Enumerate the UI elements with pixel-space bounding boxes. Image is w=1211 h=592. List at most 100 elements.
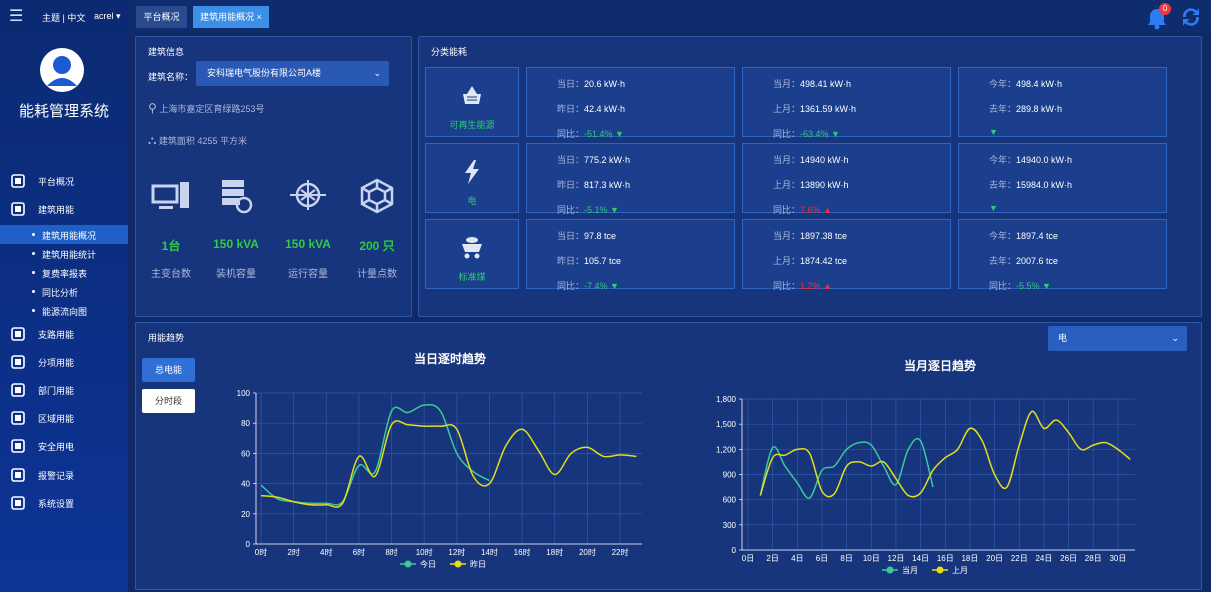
change-label: 同比： [989,281,1017,291]
category-name: 可再生能源 [449,120,495,130]
submenu-bullet [32,290,35,293]
cell-line: 上月：1361.59 kW·h [773,102,856,115]
cell-line: 当日：97.8 tce [557,229,616,242]
cell-value: 498.4 kW·h [1016,79,1063,89]
panel-title: 建筑信息 [148,47,185,57]
cell-value: 2007.6 tce [1016,256,1059,266]
notification-count: 0 [1159,3,1171,15]
menu-icon [11,327,25,341]
area-text: 建筑面积 4255 平方米 [158,136,247,146]
cell-change: 同比：-51.4% ▼ [557,127,624,140]
cell-value: 14940.0 kW·h [1016,155,1073,165]
submenu-item[interactable]: 能源流向图 [42,307,88,317]
change-value: -51.4% [584,129,613,139]
menu-toggle[interactable]: ☰ [9,8,24,25]
cell-value: 20.6 kW·h [584,79,626,89]
menu-icon [11,202,25,216]
tab-active[interactable]: 建筑用能概况 × [193,6,269,28]
cell-change: 同比：-63.4% ▼ [773,127,840,140]
submenu-bullet [32,233,35,236]
change-label: 同比： [557,205,585,215]
theme-language[interactable]: 主题 | 中文 [42,13,86,23]
category-cell: 今年：14940.0 kW·h 去年：15984.0 kW·h ▼ [958,143,1167,213]
cell-line: 上月：13890 kW·h [773,178,849,191]
category-cell: 当月：14940 kW·h 上月：13890 kW·h 同比：7.6% ▲ [742,143,951,216]
change-arrow: ▼ [612,129,624,139]
menu-icon [11,468,25,482]
user[interactable]: acrel ▾ [94,11,121,21]
category-icon [463,86,481,104]
stat-label: 主变台数 [151,269,191,280]
area: ⛬ 建筑面积 4255 平方米 [148,133,247,147]
category-cell: 今年：498.4 kW·h 去年：289.8 kW·h ▼ [958,67,1167,137]
cell-change: ▼ [989,203,998,213]
tab[interactable]: 平台概况 [136,6,187,28]
category-cell: 今年：1897.4 tce 去年：2007.6 tce 同比：-5.5% ▼ [958,219,1167,292]
submenu-item[interactable]: 建筑用能统计 [42,250,97,260]
submenu-bullet [32,271,35,274]
stat-label: 运行容量 [288,269,328,280]
cell-line: 去年：2007.6 tce [989,254,1058,267]
submenu-item[interactable]: 同比分析 [42,288,79,298]
category-cell: 当月：1897.38 tce 上月：1874.42 tce 同比：1.2% ▲ [742,219,951,291]
cell-change: 同比：-5.5% ▼ [989,279,1051,292]
stat-icon [151,182,189,209]
cell-value: 1897.38 tce [800,231,848,241]
menu-item[interactable]: 安全用电 [38,442,75,452]
cell-label: 今年： [989,79,1017,89]
submenu-bullet [32,309,35,312]
menu-icon [11,411,25,425]
cell-value: 775.2 kW·h [584,155,631,165]
building-name: 安科瑞电气股份有限公司A楼 [207,68,322,78]
cell-value: 42.4 kW·h [584,104,626,114]
cell-change: 同比：7.6% ▲ [773,203,832,216]
cell-change: ▼ [989,127,998,137]
menu-item[interactable]: 报警记录 [38,471,75,481]
menu-item[interactable]: 支路用能 [38,330,75,340]
category-icon-box: 标准煤 [425,219,519,289]
button-total[interactable]: 总电能 [142,358,195,382]
refresh[interactable] [1180,6,1202,28]
category-energy-panel: 分类能耗 可再生能源 当日：20.6 kW·h 昨日：42.4 kW·h 同比：-51… [418,36,1202,317]
cell-change: 同比：-7.4% ▼ [557,279,619,292]
stat-value: 150 kVA [213,237,259,251]
cell-label: 当月： [773,231,801,241]
category-icon-box: 电 [425,143,519,213]
cell-line: 今年：498.4 kW·h [989,77,1062,90]
energy-select[interactable]: 电 ⌄ [1048,326,1187,351]
building-name-label: 建筑名称： [148,72,194,82]
change-value: -7.4% [584,281,608,291]
topbar [128,0,1211,31]
stat-icon [222,180,253,214]
avatar [40,48,84,92]
cell-value: 817.3 kW·h [584,180,631,190]
change-arrow: ▼ [1039,281,1051,291]
change-arrow: ▲ [820,205,832,215]
menu-item[interactable]: 分项用能 [38,358,75,368]
change-arrow: ▼ [989,127,998,137]
cell-value: 97.8 tce [584,231,617,241]
cell-label: 当日： [557,155,585,165]
change-label: 同比： [773,281,801,291]
cell-label: 去年： [989,256,1017,266]
submenu-item[interactable]: 建筑用能概况 [42,231,97,241]
panel-title: 分类能耗 [431,47,468,57]
submenu-item[interactable]: 复费率报表 [42,269,88,279]
menu-item[interactable]: 区域用能 [38,414,75,424]
change-label: 同比： [773,205,801,215]
change-arrow: ▲ [820,281,832,291]
menu-item[interactable]: 建筑用能 [38,205,75,215]
cell-label: 去年： [989,180,1017,190]
building-select[interactable]: 安科瑞电气股份有限公司A楼 ⌄ [196,61,389,86]
tab-label: 建筑用能概况 [200,12,255,22]
button-period[interactable]: 分时段 [142,389,195,413]
menu-item[interactable]: 部门用能 [38,386,75,396]
menu-icon [11,383,25,397]
panel-title: 用能趋势 [148,333,185,343]
cell-line: 当月：1897.38 tce [773,229,847,242]
category-name: 标准煤 [458,272,486,282]
address: ⚲ 上海市嘉定区育绿路253号 [148,101,265,115]
menu-item[interactable]: 系统设置 [38,499,75,509]
menu-item[interactable]: 平台概况 [38,177,75,187]
category-icon [465,160,479,184]
